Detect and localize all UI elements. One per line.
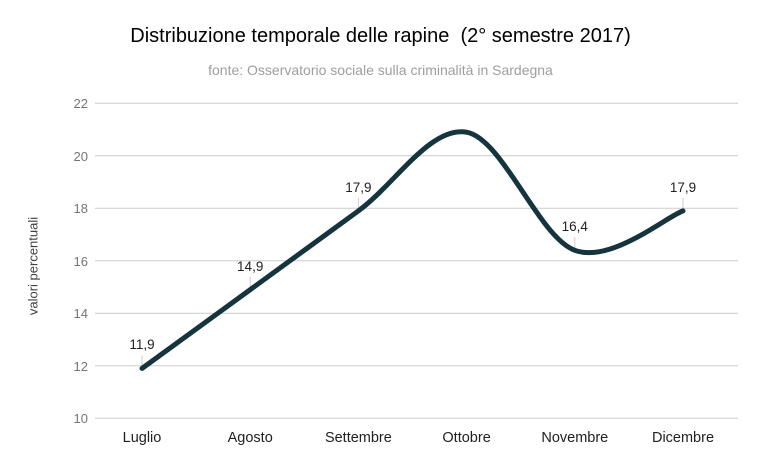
y-tick-label: 14 [73,306,88,322]
gridlines [95,102,738,419]
x-axis-label: Settembre [324,430,392,446]
y-tick-label: 18 [73,201,88,217]
y-tick-label: 12 [73,358,88,374]
y-tick-label: 20 [73,148,88,164]
y-tick-label: 16 [73,253,88,269]
series-line [139,129,686,371]
chart-subtitle: fonte: Osservatorio sociale sulla crimin… [208,62,553,78]
x-axis-label: Dicembre [651,430,715,446]
x-axis-label: Luglio [122,430,162,446]
data-point-label: 17,9 [669,179,697,195]
data-point-label: 11,9 [129,337,155,353]
data-point-label: 16,4 [561,219,588,235]
chart-title: Distribuzione temporale delle rapine (2°… [130,25,631,47]
y-tick-label: 10 [73,411,88,427]
x-axis-label: Agosto [227,430,273,446]
data-point-label: 17,9 [345,179,372,195]
x-axis-label: Novembre [541,430,609,446]
data-point-label: 14,9 [237,258,264,274]
x-axis-label: Ottobre [442,430,491,446]
y-tick-label: 22 [73,96,88,112]
